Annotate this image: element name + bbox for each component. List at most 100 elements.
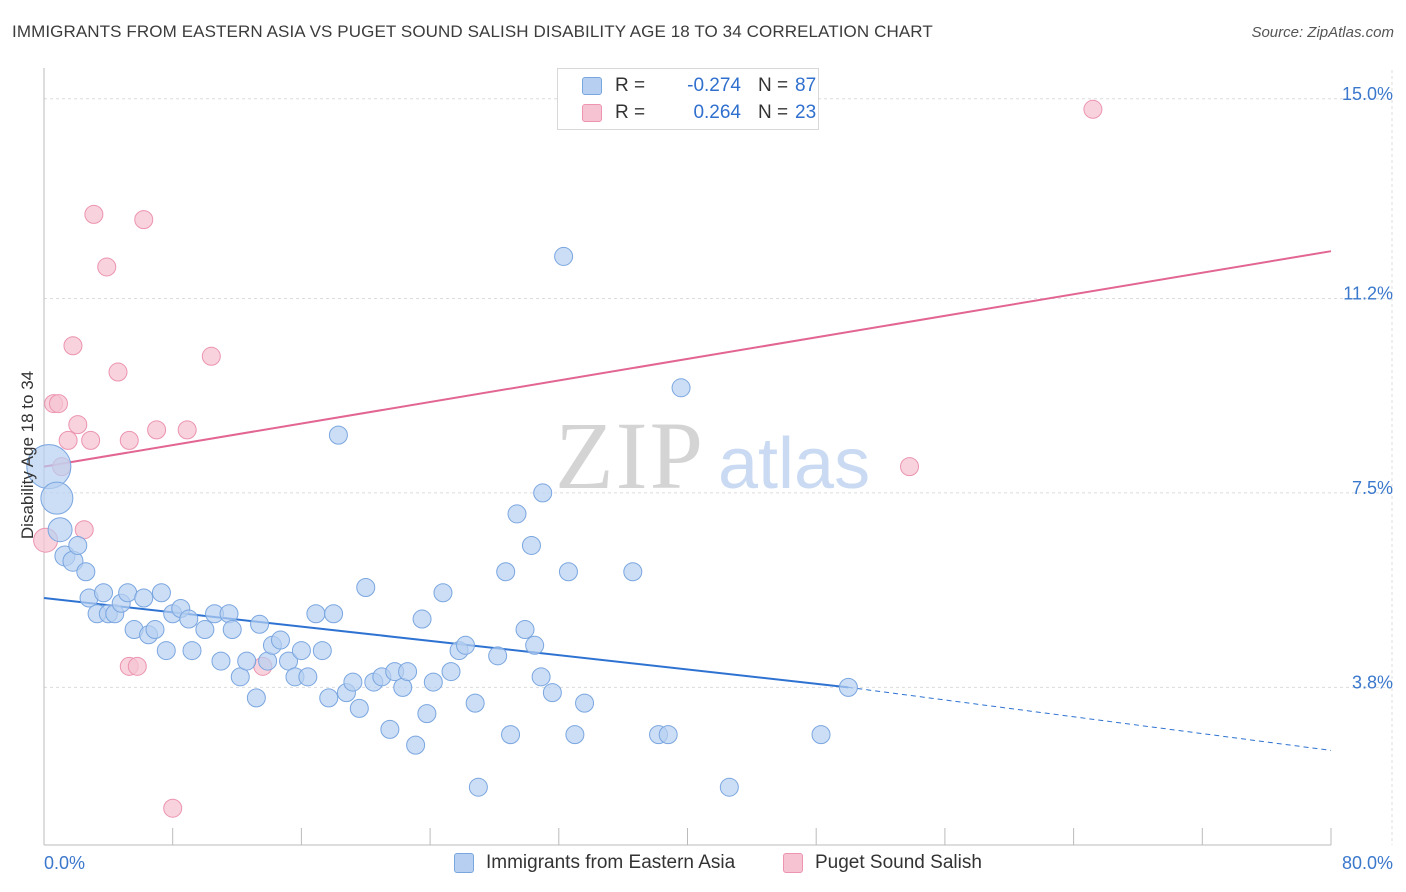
blue-point bbox=[306, 604, 326, 624]
blue-point bbox=[145, 620, 165, 640]
blue-trend-extension bbox=[848, 686, 1332, 751]
blue-point bbox=[406, 735, 426, 755]
blue-point bbox=[423, 672, 443, 692]
blue-point bbox=[118, 583, 138, 603]
blue-point bbox=[811, 725, 831, 745]
pink-point bbox=[119, 430, 139, 450]
pink-point bbox=[900, 457, 920, 477]
pink-point bbox=[68, 415, 88, 435]
blue-point bbox=[40, 481, 74, 515]
pink-point bbox=[48, 394, 68, 414]
blue-point bbox=[393, 677, 413, 697]
bottom-legend-label-blue: Immigrants from Eastern Asia bbox=[486, 852, 736, 873]
legend-n-label: N = bbox=[758, 102, 789, 123]
blue-point bbox=[658, 725, 678, 745]
pink-point bbox=[134, 210, 154, 230]
pink-point bbox=[63, 336, 83, 356]
blue-point bbox=[455, 635, 475, 655]
source-credit: Source: ZipAtlas.com bbox=[1251, 24, 1394, 41]
pink-point bbox=[81, 430, 101, 450]
blue-point bbox=[211, 651, 231, 671]
x-tick-label: 0.0% bbox=[44, 853, 85, 873]
y-axis-label: Disability Age 18 to 34 bbox=[18, 371, 37, 539]
blue-point bbox=[542, 683, 562, 703]
tick-labels: 3.8% 7.5% 11.2% 15.0% 0.0% 80.0% bbox=[44, 84, 1393, 873]
blue-point bbox=[380, 719, 400, 739]
blue-point bbox=[356, 578, 376, 598]
blue-point bbox=[324, 604, 344, 624]
legend-r-label: R = bbox=[615, 75, 646, 96]
blue-point bbox=[558, 562, 578, 582]
pink-point bbox=[1083, 99, 1103, 119]
legend-r-value: -0.274 bbox=[687, 75, 741, 96]
blue-point bbox=[319, 688, 339, 708]
blue-point bbox=[515, 620, 535, 640]
blue-point bbox=[195, 620, 215, 640]
blue-point bbox=[433, 583, 453, 603]
blue-point bbox=[291, 641, 311, 661]
legend-n-value: 23 bbox=[795, 102, 817, 123]
blue-point bbox=[398, 662, 418, 682]
y-tick-label: 3.8% bbox=[1352, 672, 1393, 692]
series-eastern-asia bbox=[26, 246, 858, 797]
blue-point bbox=[417, 704, 437, 724]
blue-point bbox=[94, 583, 114, 603]
pink-point bbox=[177, 420, 197, 440]
blue-point bbox=[270, 630, 290, 650]
bottom-legend-swatch-blue bbox=[454, 853, 474, 873]
blue-point bbox=[554, 246, 574, 266]
blue-point bbox=[671, 378, 691, 398]
watermark: ZIP atlas bbox=[555, 402, 870, 509]
pink-point bbox=[84, 204, 104, 224]
blue-point bbox=[575, 693, 595, 713]
pink-point bbox=[58, 430, 78, 450]
blue-point bbox=[521, 535, 541, 555]
blue-point bbox=[343, 672, 363, 692]
y-tick-label: 15.0% bbox=[1342, 84, 1393, 104]
pink-trend-line bbox=[43, 250, 1332, 468]
pink-point bbox=[108, 362, 128, 382]
blue-point bbox=[179, 609, 199, 629]
blue-point bbox=[525, 635, 545, 655]
watermark-atlas: atlas bbox=[718, 424, 870, 504]
x-tick-label: 80.0% bbox=[1342, 853, 1393, 873]
blue-point bbox=[465, 693, 485, 713]
blue-point bbox=[219, 604, 239, 624]
blue-point bbox=[182, 641, 202, 661]
blue-point bbox=[250, 614, 270, 634]
blue-point bbox=[237, 651, 257, 671]
blue-point bbox=[533, 483, 553, 503]
watermark-zip: ZIP bbox=[555, 402, 705, 509]
legend-r-label: R = bbox=[615, 102, 646, 123]
blue-point bbox=[488, 646, 508, 666]
pink-point bbox=[163, 798, 183, 818]
blue-point bbox=[298, 667, 318, 687]
blue-point bbox=[312, 641, 332, 661]
blue-point bbox=[349, 698, 369, 718]
blue-point bbox=[76, 562, 96, 582]
gridlines bbox=[44, 70, 1393, 845]
pink-point bbox=[97, 257, 117, 277]
legend-n-label: N = bbox=[758, 75, 789, 96]
correlation-legend: R = -0.274 N = 87 R = 0.264 N = 23 bbox=[557, 68, 819, 130]
blue-point bbox=[531, 667, 551, 687]
blue-point bbox=[47, 517, 73, 543]
chart-title: IMMIGRANTS FROM EASTERN ASIA VS PUGET SO… bbox=[12, 22, 933, 41]
pink-point bbox=[201, 346, 221, 366]
blue-point bbox=[501, 725, 521, 745]
blue-point bbox=[246, 688, 266, 708]
blue-point bbox=[222, 620, 242, 640]
legend-r-value: 0.264 bbox=[693, 102, 741, 123]
pink-point bbox=[127, 656, 147, 676]
blue-point bbox=[565, 725, 585, 745]
y-tick-label: 11.2% bbox=[1343, 283, 1393, 303]
blue-point bbox=[441, 662, 461, 682]
legend-swatch-pink bbox=[582, 104, 602, 122]
blue-point bbox=[496, 562, 516, 582]
y-tick-label: 7.5% bbox=[1352, 478, 1393, 498]
blue-point bbox=[719, 777, 739, 797]
blue-point bbox=[68, 535, 88, 555]
blue-point bbox=[151, 583, 171, 603]
blue-point bbox=[468, 777, 488, 797]
